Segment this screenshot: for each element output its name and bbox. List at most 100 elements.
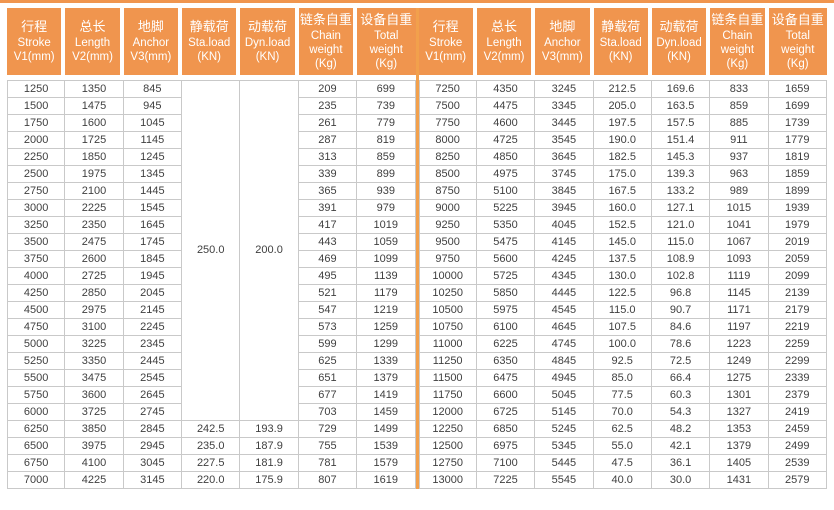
cell-anchor: 1245 (123, 148, 183, 166)
cell-anchor: 5545 (535, 471, 594, 489)
cell-anchor: 2445 (123, 352, 183, 370)
cell-sta-load: 55.0 (593, 437, 652, 455)
cell-total-weight: 1219 (357, 301, 416, 319)
cell-stroke: 9000 (418, 199, 477, 217)
cell-chain-weight: 391 (298, 199, 358, 217)
table-row: 7250 4350 3245 212.5 169.6 833 1659 (418, 79, 827, 98)
cell-chain-weight: 313 (298, 148, 358, 166)
cell-chain-weight: 287 (298, 131, 358, 149)
cell-length: 5225 (476, 199, 536, 217)
cell-chain-weight: 365 (298, 182, 358, 200)
cell-total-weight: 2179 (768, 301, 827, 319)
cell-dyn-load: 145.3 (651, 148, 711, 166)
cell-dyn-load: 121.0 (651, 216, 711, 234)
cell-stroke: 11750 (418, 386, 477, 404)
table-row: 8500 4975 3745 175.0 139.3 963 1859 (418, 165, 827, 183)
cell-chain-weight: 1197 (710, 318, 769, 336)
cell-chain-weight: 1067 (710, 233, 769, 251)
cell-total-weight: 1299 (357, 335, 416, 353)
cell-stroke: 2000 (7, 131, 66, 149)
column-header-text: Chain (310, 29, 341, 42)
cell-total-weight: 819 (357, 131, 416, 149)
table-row: 10000 5725 4345 130.0 102.8 1119 2099 (418, 267, 827, 285)
table-row: 5000 3225 2345 599 1299 (7, 335, 416, 353)
cell-anchor: 4545 (535, 301, 594, 319)
cell-length: 4850 (476, 148, 536, 166)
cell-chain-weight: 885 (710, 114, 769, 132)
cell-sta-load: 100.0 (593, 335, 652, 353)
cell-stroke: 8000 (418, 131, 477, 149)
cell-dyn-load: 42.1 (651, 437, 711, 455)
cell-total-weight: 2099 (768, 267, 827, 285)
cell-sta-load: 212.5 (593, 79, 652, 98)
header-row: 行程 Stroke V1(mm) 总长 Length V2(mm) 地脚 Anchor V3(m… (418, 8, 827, 80)
table-row: 9250 5350 4045 152.5 121.0 1041 1979 (418, 216, 827, 234)
cell-length: 6725 (476, 403, 536, 421)
cell-chain-weight: 1275 (710, 369, 769, 387)
cell-length: 1475 (65, 97, 124, 115)
cell-length: 7225 (476, 471, 536, 489)
table-row: 8000 4725 3545 190.0 151.4 911 1779 (418, 131, 827, 149)
column-header-text: 总长 (79, 19, 106, 35)
cell-total-weight: 2379 (768, 386, 827, 404)
cell-anchor: 1345 (123, 165, 183, 183)
cell-length: 2725 (65, 267, 124, 285)
cell-sta-load: 47.5 (593, 454, 652, 472)
cell-sta-load: 122.5 (593, 284, 652, 302)
cell-length: 5475 (476, 233, 536, 251)
cell-length: 2475 (65, 233, 124, 251)
cell-chain-weight: 1015 (710, 199, 769, 217)
cell-stroke: 10500 (418, 301, 477, 319)
cell-stroke: 5250 (7, 352, 66, 370)
cell-sta-load: 175.0 (593, 165, 652, 183)
column-header-text: Stroke (429, 36, 463, 49)
table-row: 2750 2100 1445 365 939 (7, 182, 416, 200)
cell-length: 6225 (476, 335, 536, 353)
cell-chain-weight: 1171 (710, 301, 769, 319)
column-header-text: 地脚 (137, 19, 164, 35)
cell-anchor: 3045 (123, 454, 183, 472)
cell-total-weight: 1019 (357, 216, 416, 234)
cell-anchor: 845 (123, 79, 183, 98)
cell-total-weight: 1939 (768, 199, 827, 217)
cell-anchor: 5045 (535, 386, 594, 404)
table-header-left: 行程 Stroke V1(mm) 总长 Length V2(mm) 地脚 Anchor V3(m… (7, 8, 416, 80)
cell-stroke: 8750 (418, 182, 477, 200)
cell-anchor: 945 (123, 97, 183, 115)
table-row: 4750 3100 2245 573 1259 (7, 318, 416, 336)
cell-length: 6475 (476, 369, 536, 387)
spec-table-right: 行程 Stroke V1(mm) 总长 Length V2(mm) 地脚 Anchor V3(m… (418, 8, 827, 489)
cell-anchor: 4845 (535, 352, 594, 370)
cell-stroke: 5000 (7, 335, 66, 353)
column-header-text: V3(mm) (541, 51, 583, 64)
cell-length: 3350 (65, 352, 124, 370)
column-header-text: (KN) (197, 51, 222, 64)
column-header-text: weight (309, 43, 343, 56)
table-row: 11500 6475 4945 85.0 66.4 1275 2339 (418, 369, 827, 387)
cell-total-weight: 859 (357, 148, 416, 166)
cell-anchor: 3645 (535, 148, 594, 166)
cell-anchor: 2045 (123, 284, 183, 302)
cell-chain-weight: 781 (298, 454, 358, 472)
table-divider (415, 8, 419, 489)
cell-stroke: 7000 (7, 471, 66, 489)
cell-anchor: 2745 (123, 403, 183, 421)
cell-sta-load: 85.0 (593, 369, 652, 387)
cell-chain-weight: 651 (298, 369, 358, 387)
cell-stroke: 1250 (7, 79, 66, 98)
cell-chain-weight: 339 (298, 165, 358, 183)
table-row: 11750 6600 5045 77.5 60.3 1301 2379 (418, 386, 827, 404)
header-row: 行程 Stroke V1(mm) 总长 Length V2(mm) 地脚 Anchor V3(m… (7, 8, 416, 80)
cell-chain-weight: 417 (298, 216, 358, 234)
column-header-length: 总长 Length V2(mm) (65, 8, 124, 80)
column-header-text: 行程 (21, 19, 48, 35)
table-row: 3750 2600 1845 469 1099 (7, 250, 416, 268)
column-header-total-weight: 设备自重 Total weight (Kg) (357, 8, 416, 80)
cell-sta-load: 40.0 (593, 471, 652, 489)
column-header-text: V3(mm) (130, 51, 172, 64)
cell-dyn-load: 151.4 (651, 131, 711, 149)
cell-chain-weight: 443 (298, 233, 358, 251)
cell-stroke: 5750 (7, 386, 66, 404)
cell-stroke: 2500 (7, 165, 66, 183)
cell-anchor: 4945 (535, 369, 594, 387)
